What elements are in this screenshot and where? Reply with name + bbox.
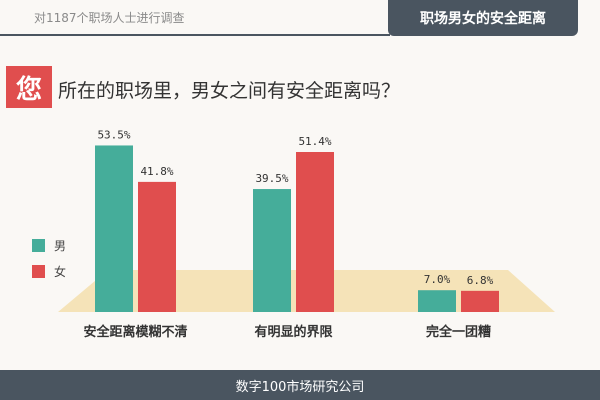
legend-item-female: 女 bbox=[32, 258, 66, 284]
survey-note: 对1187个职场人士进行调查 bbox=[34, 11, 185, 25]
legend-label-male: 男 bbox=[54, 238, 67, 253]
category-labels-group: 安全距离模糊不清 有明显的界限 完全一团糟 bbox=[83, 324, 491, 340]
bar-female-2 bbox=[461, 290, 499, 312]
bars-group bbox=[95, 145, 499, 312]
legend-label-female: 女 bbox=[54, 264, 67, 279]
category-label-2: 完全一团糟 bbox=[426, 324, 491, 340]
bar-female-1 bbox=[296, 152, 334, 312]
footer: 数字100市场研究公司 bbox=[0, 370, 600, 400]
legend: 男 女 bbox=[32, 232, 66, 284]
legend-item-male: 男 bbox=[32, 232, 66, 258]
question-badge: 您 bbox=[6, 66, 52, 108]
bar-label-female-0: 41.8% bbox=[140, 165, 173, 178]
question-text: 所在的职场里，男女之间有安全距离吗？ bbox=[58, 80, 401, 102]
legend-swatch-male bbox=[32, 238, 45, 252]
bar-female-0 bbox=[138, 181, 176, 312]
legend-swatch-female bbox=[32, 264, 45, 278]
bar-label-male-2: 7.0% bbox=[424, 273, 451, 286]
top-bar: 对1187个职场人士进行调查 职场男女的安全距离 bbox=[0, 0, 600, 38]
bar-male-0 bbox=[95, 145, 133, 312]
topic-tag: 职场男女的安全距离 bbox=[388, 0, 578, 36]
bar-label-female-1: 51.4% bbox=[298, 135, 331, 148]
bar-male-1 bbox=[253, 189, 291, 312]
bar-label-female-2: 6.8% bbox=[467, 274, 494, 287]
top-divider bbox=[0, 34, 390, 36]
bar-labels-group: 53.5% 41.8% 39.5% 51.4% 7.0% 6.8% bbox=[97, 128, 493, 286]
bar-label-male-0: 53.5% bbox=[97, 128, 130, 141]
bar-label-male-1: 39.5% bbox=[255, 172, 288, 185]
bar-male-2 bbox=[418, 290, 456, 312]
category-label-0: 安全距离模糊不清 bbox=[83, 324, 187, 340]
category-label-1: 有明显的界限 bbox=[254, 324, 333, 340]
